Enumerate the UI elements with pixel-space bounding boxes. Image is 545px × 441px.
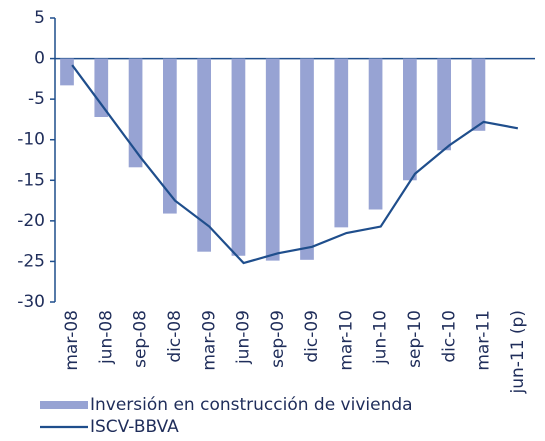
x-tick-label: jun-09 bbox=[234, 310, 254, 365]
x-tick-label: jun-10 bbox=[371, 310, 391, 365]
y-tick-label: -20 bbox=[17, 211, 45, 231]
y-tick-label: -10 bbox=[17, 130, 45, 150]
bar bbox=[471, 58, 486, 131]
x-tick-label: sep-08 bbox=[131, 310, 151, 368]
y-tick-label: 5 bbox=[34, 8, 45, 28]
bar bbox=[163, 58, 177, 214]
line bbox=[71, 64, 519, 265]
x-tick-label: mar-09 bbox=[199, 310, 219, 371]
bar bbox=[334, 58, 349, 228]
x-tick-label: mar-08 bbox=[62, 310, 82, 371]
bar bbox=[368, 58, 383, 210]
bar bbox=[265, 58, 280, 261]
bar bbox=[94, 58, 109, 117]
legend-label: Inversión en construcción de vivienda bbox=[90, 395, 413, 415]
y-tick-label: -5 bbox=[28, 89, 45, 109]
x-tick-label: jun-11 (p) bbox=[508, 310, 528, 395]
x-tick-label: sep-10 bbox=[405, 310, 425, 368]
x-tick-label: jun-08 bbox=[96, 310, 116, 365]
x-tick-label: dic-09 bbox=[302, 310, 322, 363]
legend-swatch bbox=[40, 401, 88, 409]
legend-label: ISCV-BBVA bbox=[90, 417, 179, 437]
x-tick-label: mar-11 bbox=[474, 310, 494, 371]
x-tick-label: dic-10 bbox=[439, 310, 459, 363]
y-tick-label: -25 bbox=[17, 251, 45, 271]
x-tick-label: mar-10 bbox=[336, 310, 356, 371]
x-tick-label: dic-08 bbox=[165, 310, 185, 363]
y-tick-label: 0 bbox=[34, 49, 45, 69]
bar bbox=[403, 58, 417, 181]
bar bbox=[197, 58, 211, 252]
bar bbox=[437, 58, 451, 151]
bar bbox=[300, 58, 314, 260]
bar bbox=[60, 58, 74, 86]
bar bbox=[128, 58, 143, 168]
y-tick-label: -30 bbox=[17, 292, 45, 312]
bar bbox=[231, 58, 246, 256]
y-tick-label: -15 bbox=[17, 170, 45, 190]
x-tick-label: sep-09 bbox=[268, 310, 288, 368]
